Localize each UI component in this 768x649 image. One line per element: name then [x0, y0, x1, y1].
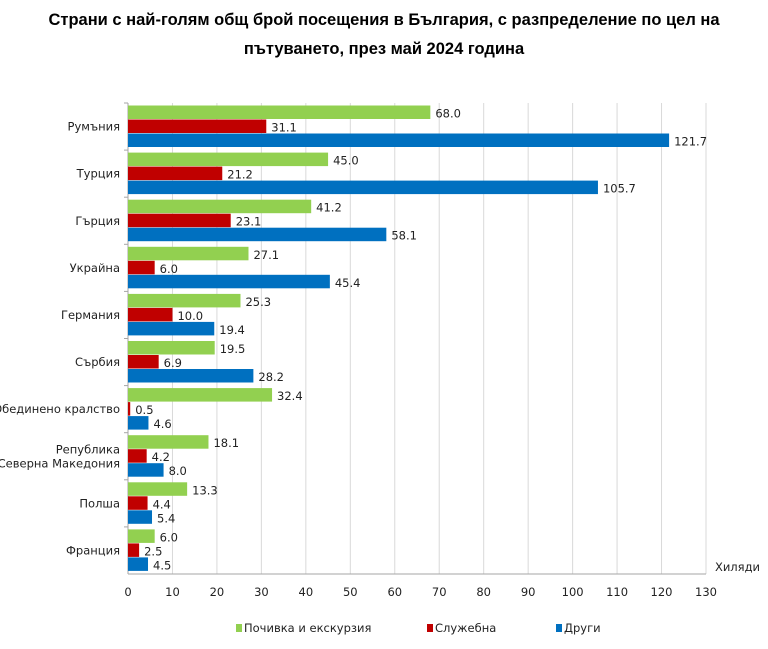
data-label: 27.1 [253, 248, 279, 262]
bar [128, 543, 140, 557]
data-label: 58.1 [391, 229, 417, 243]
data-label: 32.4 [277, 389, 303, 403]
data-label: 2.5 [144, 544, 162, 558]
bar [128, 463, 164, 477]
category-label: Република [56, 442, 120, 456]
data-label: 31.1 [271, 121, 297, 135]
bar [128, 274, 330, 289]
category-label: Турция [76, 167, 120, 181]
x-tick-label: 50 [343, 585, 358, 599]
x-tick-label: 80 [476, 585, 491, 599]
chart-title: Страни с най-голям общ брой посещения в … [48, 11, 720, 58]
data-label: 4.6 [153, 417, 171, 431]
bar [128, 529, 155, 543]
data-label: 10.0 [177, 309, 203, 323]
category-label: Гърция [75, 214, 120, 228]
legend-label: Почивка и екскурзия [244, 621, 371, 635]
bar [128, 166, 223, 181]
bar [128, 402, 131, 416]
x-tick-label: 10 [165, 585, 180, 599]
data-label: 0.5 [135, 403, 153, 417]
bar [128, 341, 215, 355]
data-label: 23.1 [236, 215, 262, 229]
bar [128, 388, 273, 402]
bar [128, 355, 159, 369]
legend-swatch [236, 624, 242, 632]
bar [128, 246, 249, 261]
legend-swatch [427, 624, 433, 632]
x-tick-label: 120 [651, 585, 673, 599]
bar [128, 260, 155, 275]
data-label: 68.0 [435, 107, 461, 121]
data-label: 21.2 [227, 168, 253, 182]
data-label: 4.4 [153, 497, 171, 511]
bar [128, 307, 173, 322]
bar [128, 482, 188, 496]
category-label: Северна Македония [0, 456, 120, 470]
data-label: 105.7 [603, 182, 636, 196]
bar [128, 435, 209, 449]
bar [128, 293, 241, 308]
bar [128, 416, 149, 430]
x-tick-label: 110 [606, 585, 628, 599]
category-label: Германия [61, 308, 120, 322]
bar [128, 227, 387, 242]
x-tick-label: 130 [695, 585, 717, 599]
data-label: 19.4 [219, 323, 245, 337]
data-label: 45.0 [333, 154, 359, 168]
bar [128, 133, 670, 147]
bar [128, 369, 254, 383]
x-tick-label: 40 [299, 585, 314, 599]
legend-label: Служебна [435, 621, 496, 635]
data-label: 8.0 [169, 464, 187, 478]
data-label: 18.1 [213, 436, 239, 450]
x-tick-label: 60 [387, 585, 402, 599]
legend-swatch [556, 624, 562, 632]
x-tick-label: 90 [521, 585, 536, 599]
bar [128, 496, 148, 510]
bar [128, 105, 431, 119]
category-label: Франция [66, 543, 120, 557]
data-label: 6.9 [164, 356, 182, 370]
bar [128, 119, 267, 133]
x-tick-label: 100 [562, 585, 584, 599]
category-label: Обединено кралство [0, 402, 120, 416]
bar [128, 321, 215, 336]
data-label: 25.3 [245, 295, 271, 309]
legend-label: Други [564, 621, 601, 635]
bar [128, 180, 598, 195]
category-label: Сърбия [75, 355, 120, 369]
bar [128, 449, 147, 463]
category-label: Полша [79, 496, 120, 510]
x-tick-label: 20 [210, 585, 225, 599]
bar [128, 152, 329, 167]
data-label: 6.0 [160, 262, 178, 276]
category-label: Румъния [68, 120, 120, 134]
data-label: 4.5 [153, 558, 171, 572]
category-label: Украйна [70, 261, 120, 275]
bar [128, 199, 312, 214]
bar [128, 557, 149, 571]
x-axis-label: Хиляди [715, 560, 760, 574]
bar [128, 213, 231, 228]
data-label: 121.7 [674, 135, 707, 149]
bar [128, 510, 153, 524]
x-tick-label: 30 [254, 585, 269, 599]
data-label: 41.2 [316, 201, 342, 215]
data-label: 28.2 [258, 370, 284, 384]
x-tick-label: 0 [124, 585, 131, 599]
x-tick-label: 70 [432, 585, 447, 599]
data-label: 4.2 [152, 450, 170, 464]
data-label: 5.4 [157, 511, 175, 525]
data-label: 45.4 [335, 276, 361, 290]
data-label: 13.3 [192, 483, 218, 497]
data-label: 6.0 [160, 530, 178, 544]
data-label: 19.5 [220, 342, 246, 356]
